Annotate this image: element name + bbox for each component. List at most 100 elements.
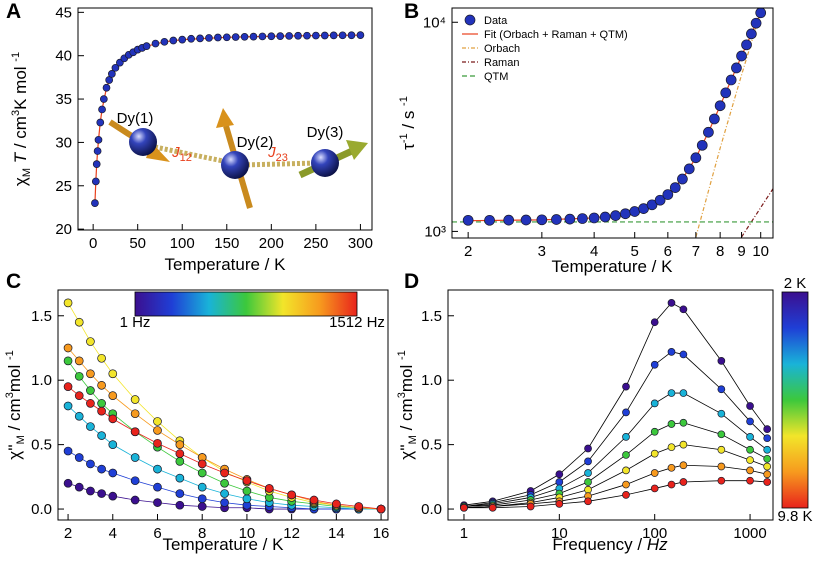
x-axis-label: Temperature / K — [552, 257, 674, 276]
data-point — [86, 486, 95, 496]
data-point — [750, 17, 762, 29]
x-tick-label: 1 — [460, 525, 468, 542]
data-point — [63, 382, 73, 391]
data-point — [175, 489, 185, 498]
data-point — [63, 446, 73, 456]
panel-letter: A — [6, 0, 21, 23]
data-point — [222, 33, 231, 42]
plot-frame — [77, 7, 373, 231]
legend-label: QTM — [484, 71, 508, 83]
data-point — [108, 70, 116, 78]
x-tick-label: 9 — [737, 243, 745, 260]
data-point — [679, 440, 688, 449]
label-part: χ'' — [397, 444, 416, 459]
plot-data — [460, 299, 772, 512]
annotation: J12 — [171, 144, 192, 164]
x-axis-label: Temperature / K — [163, 535, 285, 554]
data-point — [267, 32, 276, 41]
data-point — [725, 74, 737, 86]
data-point — [650, 469, 659, 477]
data-point — [763, 462, 772, 471]
data-point — [99, 95, 108, 103]
data-point — [354, 502, 364, 511]
data-point — [220, 498, 229, 507]
data-point — [709, 113, 720, 125]
label-part: -1 — [398, 96, 410, 106]
molecule-graphic — [108, 108, 368, 209]
data-point — [679, 305, 688, 314]
data-point — [197, 502, 207, 511]
data-point — [63, 343, 73, 353]
data-point — [111, 63, 120, 72]
label-part: / cm — [11, 116, 30, 153]
legend-label: Orbach — [484, 43, 520, 55]
data-point — [503, 214, 515, 226]
data-point — [74, 317, 84, 327]
data-point — [205, 34, 213, 42]
data-point — [74, 356, 84, 366]
label-part: -1 — [396, 350, 408, 360]
data-point — [536, 214, 548, 226]
data-point — [679, 478, 688, 486]
data-point — [74, 411, 84, 421]
data-point — [86, 459, 95, 469]
x-tick-label: 100 — [642, 525, 667, 542]
y-tick-label: 35 — [55, 91, 72, 108]
label-part: Dy(1) — [117, 110, 154, 127]
data-point — [746, 417, 754, 426]
data-point — [690, 152, 702, 164]
data-point — [679, 418, 688, 427]
y-tick-label: 0.0 — [421, 501, 442, 518]
data-point — [679, 461, 688, 470]
data-point — [667, 299, 676, 307]
label-part: M — [407, 435, 419, 444]
x-tick-label: 300 — [348, 235, 373, 252]
data-point — [622, 466, 630, 475]
x-tick-label: 6 — [153, 525, 161, 542]
data-point — [646, 199, 658, 211]
data-point — [683, 163, 695, 175]
panel-letter: C — [6, 270, 21, 293]
data-point — [63, 298, 73, 308]
data-point — [696, 139, 708, 151]
data-point — [763, 478, 772, 486]
y-tick-label: 30 — [55, 134, 72, 151]
y-tick-label: 40 — [55, 48, 72, 65]
data-point — [679, 350, 688, 359]
data-point — [187, 34, 195, 43]
data-point — [86, 369, 95, 379]
data-point — [97, 381, 106, 390]
colorbar-label: 1512 Hz — [329, 314, 385, 331]
data-point — [755, 8, 767, 19]
label-part: 3 — [4, 392, 16, 398]
plot-frame — [57, 289, 389, 521]
data-point — [703, 126, 714, 138]
data-point — [94, 135, 103, 144]
data-point — [736, 50, 747, 62]
series-line — [463, 351, 768, 507]
data-point — [555, 500, 564, 508]
label-part: M — [15, 435, 27, 444]
data-point — [169, 36, 178, 45]
colorbar-label: 2 K — [784, 275, 807, 292]
colorbar-label: 1 Hz — [120, 314, 151, 331]
data-point — [584, 485, 592, 494]
data-point — [93, 147, 102, 155]
annotation: Dy(1) — [117, 110, 154, 127]
data-point — [717, 385, 726, 394]
label-part: -1 — [10, 52, 22, 62]
x-tick-label: 2 — [64, 525, 72, 542]
data-point — [74, 371, 84, 381]
series-line — [741, 188, 773, 238]
data-point — [97, 353, 106, 363]
data-point — [97, 399, 106, 408]
data-point — [175, 440, 185, 449]
x-axis-label: Temperature / K — [165, 255, 287, 274]
annotation: J23 — [267, 144, 288, 164]
data-point — [629, 206, 641, 217]
data-point — [763, 454, 772, 463]
data-point — [153, 498, 162, 507]
data-point — [91, 177, 100, 186]
data-point — [74, 453, 84, 462]
series-line — [695, 8, 763, 238]
